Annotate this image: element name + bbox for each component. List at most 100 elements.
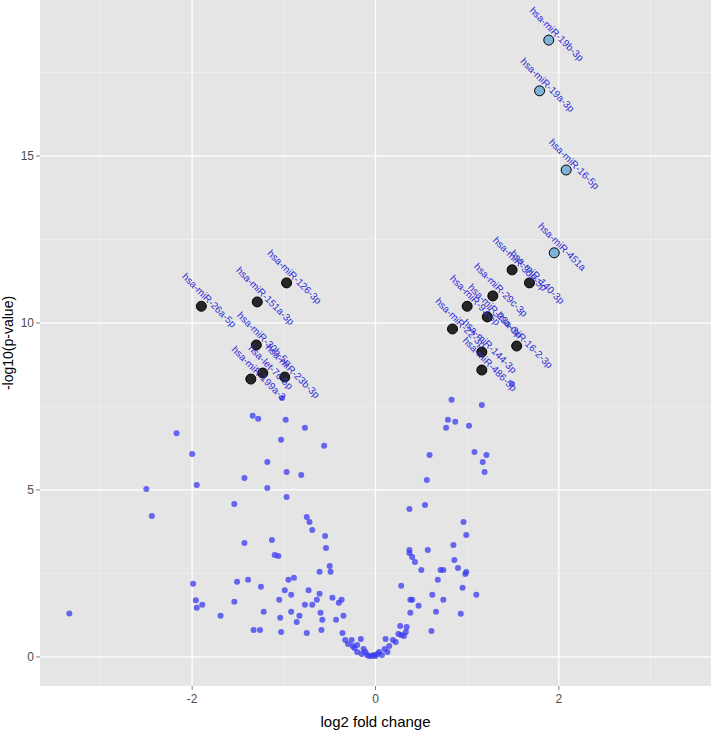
tick-mark <box>558 686 559 690</box>
data-point <box>302 425 308 431</box>
points <box>66 35 571 659</box>
tick-label: 10 <box>21 316 35 330</box>
data-point <box>317 591 323 597</box>
data-point <box>264 485 270 491</box>
tick-label: 2 <box>555 692 562 706</box>
data-point <box>193 597 199 603</box>
data-point <box>194 482 200 488</box>
data-point <box>379 652 385 658</box>
data-point <box>283 417 289 423</box>
data-point <box>250 413 256 419</box>
data-point <box>340 613 346 619</box>
data-point <box>329 595 335 601</box>
minor-grid-line <box>650 0 651 686</box>
data-point <box>234 579 240 585</box>
data-point <box>269 537 275 543</box>
data-point <box>276 597 282 603</box>
data-point <box>199 602 205 608</box>
tick-mark <box>192 686 193 690</box>
plot-panel <box>40 0 711 686</box>
data-point <box>241 475 247 481</box>
data-point <box>463 569 469 575</box>
grid-line <box>40 489 711 490</box>
data-point <box>406 506 412 512</box>
data-point <box>407 610 413 616</box>
data-point <box>412 559 418 565</box>
axes: -202051015 <box>21 149 563 706</box>
data-point <box>257 627 263 633</box>
data-point <box>189 451 195 457</box>
point-label: hsa-miR-486-5p <box>461 335 520 394</box>
data-point <box>321 443 327 449</box>
data-point <box>278 629 284 635</box>
data-point <box>397 623 403 629</box>
data-point <box>384 649 390 655</box>
data-point <box>318 627 324 633</box>
data-point <box>440 567 446 573</box>
data-point <box>443 425 449 431</box>
tick-mark <box>36 322 40 323</box>
data-point <box>288 609 294 615</box>
data-point <box>450 542 456 548</box>
data-point <box>319 617 325 623</box>
data-point <box>458 611 464 617</box>
data-point <box>422 502 428 508</box>
data-point <box>291 575 297 581</box>
data-point <box>317 569 323 575</box>
data-point <box>358 636 364 642</box>
data-point <box>261 609 267 615</box>
point-label: hsa-miR-19b-3p <box>528 5 587 64</box>
data-point <box>296 613 302 619</box>
point-label: hsa-miR-451a <box>536 221 588 273</box>
grid <box>40 0 711 686</box>
data-point <box>231 501 237 507</box>
data-point <box>149 513 155 519</box>
y-axis-title: -log10(p-value) <box>0 296 16 390</box>
tick-label: 0 <box>372 692 379 706</box>
data-point <box>333 617 339 623</box>
data-point <box>429 592 435 598</box>
data-point <box>245 577 251 583</box>
data-point <box>449 397 455 403</box>
tick-label: 0 <box>27 650 34 664</box>
tick-mark <box>375 686 376 690</box>
data-point <box>404 624 410 630</box>
grid-line <box>375 0 376 686</box>
tick-label: 15 <box>21 149 35 163</box>
data-point <box>340 630 346 636</box>
data-point <box>427 452 433 458</box>
grid-line <box>40 155 711 156</box>
data-point <box>466 423 472 429</box>
data-point <box>282 587 288 593</box>
data-point <box>318 610 324 616</box>
data-point <box>463 532 469 538</box>
data-point <box>278 437 284 443</box>
data-point <box>322 533 328 539</box>
data-point <box>461 519 467 525</box>
data-point <box>403 629 409 635</box>
data-point <box>285 577 291 583</box>
tick-mark <box>36 489 40 490</box>
data-point <box>309 602 315 608</box>
data-point <box>455 565 461 571</box>
tick-mark <box>36 656 40 657</box>
data-point <box>218 613 224 619</box>
chart: -202051015log2 fold change-log10(p-value… <box>0 0 711 733</box>
data-point <box>174 430 180 436</box>
data-point <box>409 597 415 603</box>
point-label: hsa-miR-16-5p <box>547 137 602 192</box>
data-point <box>190 581 196 587</box>
data-point <box>284 494 290 500</box>
data-point <box>349 637 355 643</box>
x-axis-title: log2 fold change <box>320 713 430 730</box>
point-label: hsa-miR-26a-5p <box>180 271 239 330</box>
data-point <box>231 599 237 605</box>
data-point <box>241 540 247 546</box>
data-point <box>255 416 261 422</box>
minor-grid-line <box>283 0 284 686</box>
tick-mark <box>36 155 40 156</box>
data-point <box>418 567 424 573</box>
data-point <box>386 643 392 649</box>
tick-label: -2 <box>187 692 198 706</box>
data-point <box>425 547 431 553</box>
